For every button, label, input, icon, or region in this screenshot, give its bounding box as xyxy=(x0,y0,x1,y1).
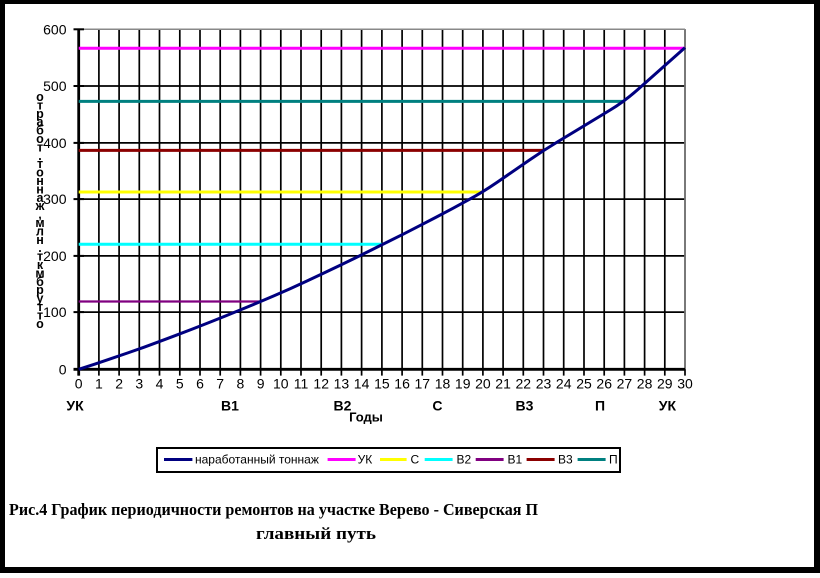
svg-text:,: , xyxy=(38,208,41,222)
svg-text:П: П xyxy=(595,398,605,414)
svg-text:16: 16 xyxy=(394,376,410,392)
svg-text:200: 200 xyxy=(43,248,67,264)
svg-text:о: о xyxy=(36,166,44,180)
svg-text:т: т xyxy=(37,308,43,322)
svg-text:н: н xyxy=(36,182,44,196)
svg-text:л: л xyxy=(36,224,44,238)
svg-text:а: а xyxy=(37,115,45,129)
svg-text:19: 19 xyxy=(455,376,471,392)
svg-text:100: 100 xyxy=(43,304,67,320)
svg-text:2: 2 xyxy=(115,376,123,392)
svg-text:В3: В3 xyxy=(558,453,573,467)
svg-text:В1: В1 xyxy=(221,398,239,414)
svg-text:400: 400 xyxy=(43,135,67,151)
svg-text:к: к xyxy=(37,258,44,272)
svg-text:9: 9 xyxy=(257,376,265,392)
svg-text:П: П xyxy=(609,453,618,467)
svg-text:25: 25 xyxy=(576,376,592,392)
svg-text:т: т xyxy=(37,157,43,171)
svg-text:В3: В3 xyxy=(516,398,534,414)
svg-text:.: . xyxy=(38,241,41,255)
svg-text:7: 7 xyxy=(216,376,224,392)
svg-text:27: 27 xyxy=(617,376,633,392)
svg-text:5: 5 xyxy=(176,376,184,392)
svg-text:600: 600 xyxy=(43,21,67,37)
svg-text:т: т xyxy=(37,140,43,154)
svg-text:б: б xyxy=(36,124,44,138)
svg-text:В2: В2 xyxy=(334,398,352,414)
svg-text:20: 20 xyxy=(475,376,491,392)
svg-text:15: 15 xyxy=(374,376,390,392)
svg-text:С: С xyxy=(411,453,420,467)
svg-text:500: 500 xyxy=(43,78,67,94)
svg-text:24: 24 xyxy=(556,376,572,392)
svg-text:11: 11 xyxy=(294,376,309,392)
svg-text:С: С xyxy=(432,398,442,414)
svg-text:т: т xyxy=(37,300,43,314)
svg-text:0: 0 xyxy=(75,376,83,392)
svg-text:Рис.4 График периодичности рем: Рис.4 График периодичности ремонтов на у… xyxy=(9,500,538,519)
svg-text:29: 29 xyxy=(657,376,673,392)
svg-text:0: 0 xyxy=(59,361,67,377)
svg-text:н: н xyxy=(36,174,44,188)
svg-text:26: 26 xyxy=(596,376,612,392)
svg-text:о: о xyxy=(36,132,44,146)
svg-text:р: р xyxy=(36,107,44,121)
svg-text:21: 21 xyxy=(495,376,511,392)
svg-text:12: 12 xyxy=(313,376,329,392)
svg-text:т: т xyxy=(37,250,43,264)
svg-text:ж: ж xyxy=(35,199,45,213)
svg-text:.: . xyxy=(38,149,41,163)
svg-text:т: т xyxy=(37,98,43,112)
svg-text:В2: В2 xyxy=(457,453,472,467)
svg-text:главный путь: главный путь xyxy=(256,524,376,543)
svg-text:а: а xyxy=(37,191,45,205)
svg-text:13: 13 xyxy=(334,376,350,392)
svg-text:14: 14 xyxy=(354,376,370,392)
svg-text:м: м xyxy=(35,216,44,230)
svg-text:УК: УК xyxy=(358,453,373,467)
svg-text:23: 23 xyxy=(536,376,552,392)
svg-text:н: н xyxy=(36,233,44,247)
svg-text:УК: УК xyxy=(659,398,677,414)
svg-text:о: о xyxy=(36,317,44,331)
svg-text:м: м xyxy=(35,266,44,280)
svg-text:6: 6 xyxy=(196,376,204,392)
svg-text:УК: УК xyxy=(66,398,84,414)
svg-text:4: 4 xyxy=(156,376,164,392)
svg-text:8: 8 xyxy=(237,376,245,392)
svg-text:б: б xyxy=(36,275,44,289)
svg-text:28: 28 xyxy=(637,376,653,392)
svg-text:17: 17 xyxy=(415,376,431,392)
svg-text:3: 3 xyxy=(135,376,143,392)
svg-text:30: 30 xyxy=(677,376,693,392)
svg-text:1: 1 xyxy=(95,376,103,392)
svg-text:р: р xyxy=(36,283,44,297)
svg-text:Годы: Годы xyxy=(349,410,383,425)
svg-text:В1: В1 xyxy=(508,453,523,467)
svg-text:10: 10 xyxy=(273,376,289,392)
svg-text:18: 18 xyxy=(435,376,451,392)
svg-text:наработанный тоннаж: наработанный тоннаж xyxy=(195,453,319,467)
svg-text:у: у xyxy=(37,292,44,306)
svg-text:о: о xyxy=(36,90,44,104)
svg-text:300: 300 xyxy=(43,191,67,207)
svg-text:22: 22 xyxy=(516,376,532,392)
